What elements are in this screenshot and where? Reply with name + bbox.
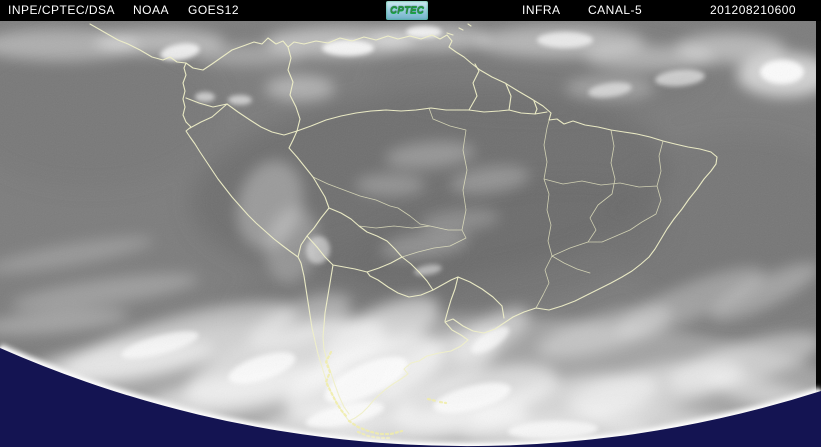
satellite-image: [0, 21, 821, 447]
satellite-map-svg: [0, 21, 821, 447]
state-borders: [312, 107, 664, 309]
timestamp-label: 201208210600: [710, 3, 797, 17]
header-bar: INPE/CPTEC/DSA NOAA GOES12 CPTEC INFRA C…: [0, 0, 821, 21]
agency-label: INPE/CPTEC/DSA: [8, 3, 116, 17]
space-background: [0, 348, 821, 447]
channel-label: CANAL-5: [588, 3, 643, 17]
earth-limb-glow: [0, 343, 821, 447]
right-edge-strip: [816, 21, 821, 447]
country-borders: [89, 23, 718, 440]
cptec-logo-text: CPTEC: [390, 5, 424, 16]
country-inner-borders: [185, 46, 548, 415]
satellite-label: GOES12: [188, 3, 240, 17]
operator-label: NOAA: [133, 3, 170, 17]
fjord-coast-speckles: [324, 350, 448, 440]
coastline: [89, 23, 718, 422]
cptec-logo: CPTEC: [386, 1, 428, 20]
image-noise: [0, 21, 821, 447]
channel-type-label: INFRA: [522, 3, 561, 17]
